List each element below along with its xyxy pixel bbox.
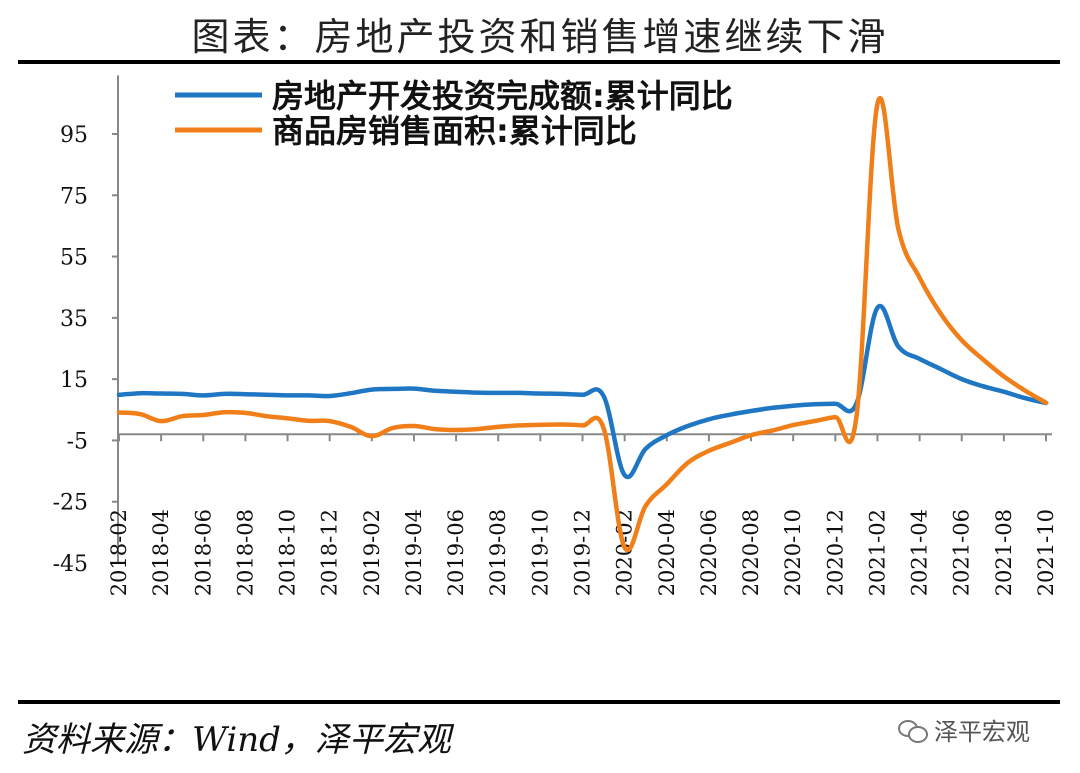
wechat-icon [898,718,928,743]
y-tick-label: 55 [60,246,88,271]
x-tick-label: 2018-02 [107,509,131,596]
x-tick-label: 2018-08 [233,509,257,596]
x-tick-label: 2018-04 [149,509,173,596]
y-tick-label: 35 [60,307,88,332]
line-chart: 95 75 55 35 15 -5 -25 -45 2018-02 2018-04 2018-06 2… [53,75,1058,596]
watermark: 泽平宏观 [898,712,1030,747]
x-tick-label: 2019-12 [571,509,595,596]
x-tick-label: 2019-02 [360,509,384,596]
legend-label-1: 房地产开发投资完成额:累计同比 [272,77,733,115]
bottom-rule [18,700,1060,704]
x-tick-label: 2021-06 [950,509,974,596]
chart-axes: 95 75 55 35 15 -5 -25 -45 2018-02 2018-04 2018-06 2… [53,75,1058,596]
x-tick-label: 2019-04 [402,509,426,596]
x-tick-label: 2020-02 [613,509,637,596]
x-tick-label: 2020-12 [823,509,847,596]
x-tick-label: 2021-08 [992,509,1016,596]
x-tick-label: 2020-08 [739,509,763,596]
y-tick-label: -5 [67,429,88,454]
y-tick-label: 95 [60,123,88,148]
x-tick-label: 2019-06 [444,509,468,596]
chart-title: 图表：房地产投资和销售增速继续下滑 [191,15,889,59]
x-tick-label: 2021-04 [908,509,932,596]
legend-label-2: 商品房销售面积:累计同比 [272,112,637,150]
x-tick-label: 2020-10 [781,509,805,596]
series-line-1 [116,303,1049,480]
y-tick-label: -25 [53,491,88,516]
y-tick-label: 15 [60,368,88,393]
top-rule [18,60,1060,64]
source-note: 资料来源：Wind，泽平宏观 [22,720,451,760]
x-tick-label: 2019-08 [486,509,510,596]
x-tick-label: 2020-04 [655,509,679,596]
x-tick-label: 2021-02 [865,509,889,596]
x-tick-label: 2018-06 [191,509,215,596]
y-tick-label: -45 [53,552,88,577]
watermark-text: 泽平宏观 [934,718,1030,746]
y-tick-label: 75 [60,184,88,209]
x-tick-label: 2018-10 [276,509,300,596]
series-line-2 [116,96,1049,553]
x-tick-label: 2020-06 [697,509,721,596]
chart-series [116,96,1049,553]
x-tick-label: 2021-10 [1034,509,1058,596]
x-tick-label: 2018-12 [318,509,342,596]
x-tick-label: 2019-10 [528,509,552,596]
